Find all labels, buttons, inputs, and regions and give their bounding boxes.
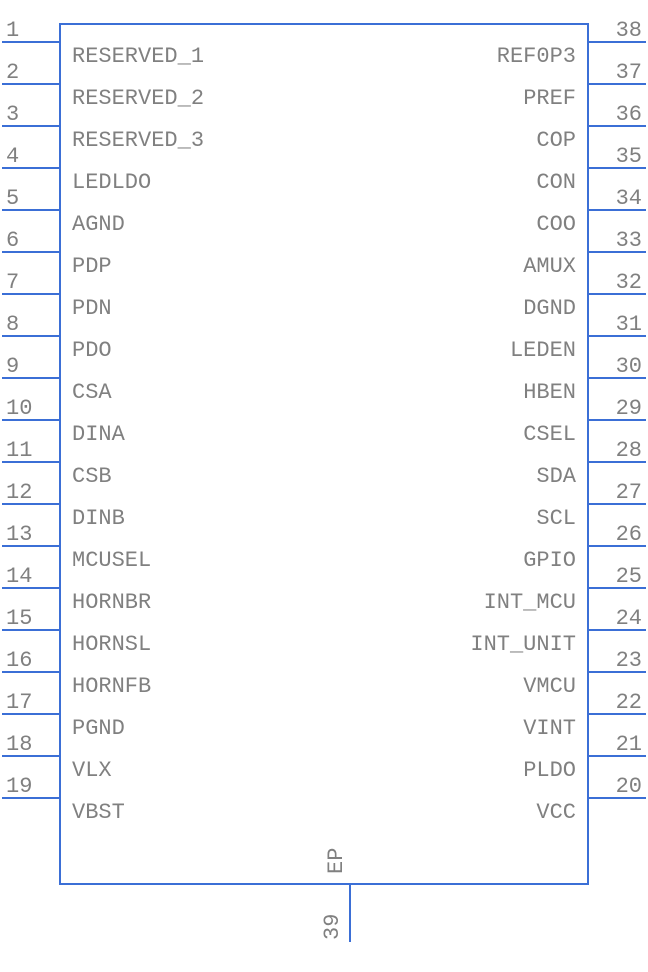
ic-body-outline [60,24,588,884]
pin-number: 39 [320,914,345,940]
pin-number: 9 [6,354,19,379]
pin-label: COO [536,212,576,237]
pin-label: AMUX [523,254,576,279]
pin-label: HORNFB [72,674,151,699]
pin-label: GPIO [523,548,576,573]
pin-number: 24 [616,606,642,631]
pin-label: RESERVED_1 [72,44,204,69]
pin-number: 11 [6,438,32,463]
pin-label: RESERVED_3 [72,128,204,153]
pin-number: 12 [6,480,32,505]
pin-number: 28 [616,438,642,463]
pin-label: DGND [523,296,576,321]
pin-number: 14 [6,564,32,589]
pin-label: LEDEN [510,338,576,363]
pin-label: RESERVED_2 [72,86,204,111]
pin-label: PDO [72,338,112,363]
ic-pinout-diagram: 1 RESERVED_1 2 RESERVED_2 3 RESERVED_3 4 LEDLDO… [0,0,648,972]
pin-number: 1 [6,18,19,43]
pin-label: MCUSEL [72,548,151,573]
pin-label: CSB [72,464,112,489]
pin-label: PGND [72,716,125,741]
pin-number: 36 [616,102,642,127]
pin-number: 32 [616,270,642,295]
pin-number: 31 [616,312,642,337]
pin-label: SCL [536,506,576,531]
pin-label: VBST [72,800,125,825]
pin-label: PLDO [523,758,576,783]
pin-number: 16 [6,648,32,673]
pin-number: 27 [616,480,642,505]
pin-number: 20 [616,774,642,799]
pin-label: INT_UNIT [470,632,576,657]
pin-label: CON [536,170,576,195]
pin-label: VMCU [523,674,576,699]
pin-number: 21 [616,732,642,757]
pin-number: 19 [6,774,32,799]
pin-label: HBEN [523,380,576,405]
pin-label: PDP [72,254,112,279]
pin-label: HORNBR [72,590,151,615]
pin-number: 2 [6,60,19,85]
pin-label: AGND [72,212,125,237]
pin-number: 29 [616,396,642,421]
pin-label: PDN [72,296,112,321]
pin-number: 4 [6,144,19,169]
pin-number: 7 [6,270,19,295]
pin-label: DINB [72,506,125,531]
pin-label: COP [536,128,576,153]
pin-number: 33 [616,228,642,253]
pin-label: PREF [523,86,576,111]
pin-label: DINA [72,422,126,447]
pin-label: CSEL [523,422,576,447]
pin-number: 25 [616,564,642,589]
pin-number: 35 [616,144,642,169]
pin-number: 3 [6,102,19,127]
pin-number: 17 [6,690,32,715]
pin-number: 6 [6,228,19,253]
pin-label: CSA [72,380,112,405]
pin-label: SDA [536,464,576,489]
pin-number: 5 [6,186,19,211]
pin-number: 34 [616,186,642,211]
pin-number: 22 [616,690,642,715]
pin-number: 18 [6,732,32,757]
pin-number: 8 [6,312,19,337]
pin-number: 38 [616,18,642,43]
pin-label: EP [324,848,349,874]
pin-number: 37 [616,60,642,85]
pin-label: LEDLDO [72,170,151,195]
pin-number: 23 [616,648,642,673]
pin-label: VCC [536,800,576,825]
pin-number: 15 [6,606,32,631]
pin-number: 13 [6,522,32,547]
pin-label: INT_MCU [484,590,576,615]
pin-number: 30 [616,354,642,379]
pin-label: VINT [523,716,576,741]
pin-label: VLX [72,758,112,783]
pin-number: 10 [6,396,32,421]
pin-label: HORNSL [72,632,151,657]
pin-label: REF0P3 [497,44,576,69]
pin-number: 26 [616,522,642,547]
